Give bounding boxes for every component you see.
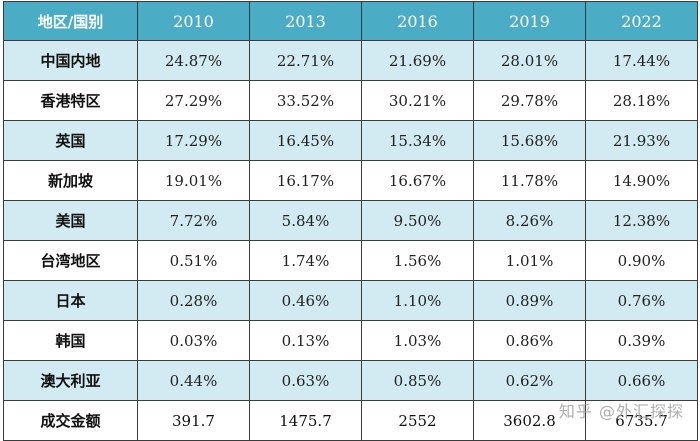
table-row: 香港特区 27.29% 33.52% 30.21% 29.78% 28.18% (3, 80, 698, 121)
table-cell: 16.17% (249, 160, 362, 201)
table-cell: 15.34% (361, 120, 474, 161)
table-row: 台湾地区 0.51% 1.74% 1.56% 1.01% 0.90% (3, 240, 698, 281)
table-cell: 0.90% (585, 240, 698, 281)
table-cell: 0.89% (473, 280, 586, 321)
table-cell: 28.01% (473, 40, 586, 81)
year-header: 2010 (137, 1, 250, 41)
table-row: 中国内地 24.87% 22.71% 21.69% 28.01% 17.44% (3, 40, 698, 81)
total-cell: 1475.7 (249, 400, 362, 441)
region-label: 中国内地 (3, 40, 138, 81)
table-cell: 0.62% (473, 360, 586, 401)
table-cell: 11.78% (473, 160, 586, 201)
table-cell: 19.01% (137, 160, 250, 201)
total-cell: 2552 (361, 400, 474, 441)
table-cell: 17.44% (585, 40, 698, 81)
table-cell: 0.13% (249, 320, 362, 361)
year-header: 2022 (585, 1, 698, 41)
year-header: 2013 (249, 1, 362, 41)
table-cell: 16.45% (249, 120, 362, 161)
table-cell: 1.56% (361, 240, 474, 281)
table-cell: 1.74% (249, 240, 362, 281)
table-row: 日本 0.28% 0.46% 1.10% 0.89% 0.76% (3, 280, 698, 321)
year-header: 2016 (361, 1, 474, 41)
table-cell: 0.46% (249, 280, 362, 321)
year-header: 2019 (473, 1, 586, 41)
table-cell: 21.69% (361, 40, 474, 81)
table-cell: 0.85% (361, 360, 474, 401)
corner-header: 地区/国别 (3, 1, 138, 41)
table-cell: 9.50% (361, 200, 474, 241)
table-cell: 7.72% (137, 200, 250, 241)
table-cell: 1.03% (361, 320, 474, 361)
table-cell: 5.84% (249, 200, 362, 241)
region-label: 美国 (3, 200, 138, 241)
table-cell: 28.18% (585, 80, 698, 121)
total-label: 成交金额 (3, 400, 138, 441)
table-row: 韩国 0.03% 0.13% 1.03% 0.86% 0.39% (3, 320, 698, 361)
table-row: 英国 17.29% 16.45% 15.34% 15.68% 21.93% (3, 120, 698, 161)
table-cell: 14.90% (585, 160, 698, 201)
table-cell: 22.71% (249, 40, 362, 81)
table-row: 美国 7.72% 5.84% 9.50% 8.26% 12.38% (3, 200, 698, 241)
table-cell: 0.63% (249, 360, 362, 401)
region-label: 新加坡 (3, 160, 138, 201)
table-cell: 0.51% (137, 240, 250, 281)
table-row: 新加坡 19.01% 16.17% 16.67% 11.78% 14.90% (3, 160, 698, 201)
region-label: 香港特区 (3, 80, 138, 121)
table-cell: 15.68% (473, 120, 586, 161)
table-cell: 24.87% (137, 40, 250, 81)
table-cell: 29.78% (473, 80, 586, 121)
region-label: 台湾地区 (3, 240, 138, 281)
table-cell: 0.28% (137, 280, 250, 321)
table-cell: 27.29% (137, 80, 250, 121)
region-label: 英国 (3, 120, 138, 161)
table-cell: 0.03% (137, 320, 250, 361)
region-label: 韩国 (3, 320, 138, 361)
region-label: 日本 (3, 280, 138, 321)
table-cell: 33.52% (249, 80, 362, 121)
table-cell: 16.67% (361, 160, 474, 201)
total-cell: 391.7 (137, 400, 250, 441)
table-cell: 0.66% (585, 360, 698, 401)
table-cell: 0.39% (585, 320, 698, 361)
table-cell: 1.01% (473, 240, 586, 281)
table-cell: 17.29% (137, 120, 250, 161)
table-cell: 21.93% (585, 120, 698, 161)
region-label: 澳大利亚 (3, 360, 138, 401)
table-cell: 12.38% (585, 200, 698, 241)
table-row: 澳大利亚 0.44% 0.63% 0.85% 0.62% 0.66% (3, 360, 698, 401)
table-cell: 30.21% (361, 80, 474, 121)
fx-market-share-table: 地区/国别 2010 2013 2016 2019 2022 中国内地 24.8… (3, 1, 698, 441)
table-cell: 8.26% (473, 200, 586, 241)
header-row: 地区/国别 2010 2013 2016 2019 2022 (3, 1, 698, 41)
table-cell: 0.44% (137, 360, 250, 401)
table-cell: 0.86% (473, 320, 586, 361)
watermark: 知乎 @外汇探探 (558, 402, 684, 421)
table-cell: 1.10% (361, 280, 474, 321)
table-cell: 0.76% (585, 280, 698, 321)
